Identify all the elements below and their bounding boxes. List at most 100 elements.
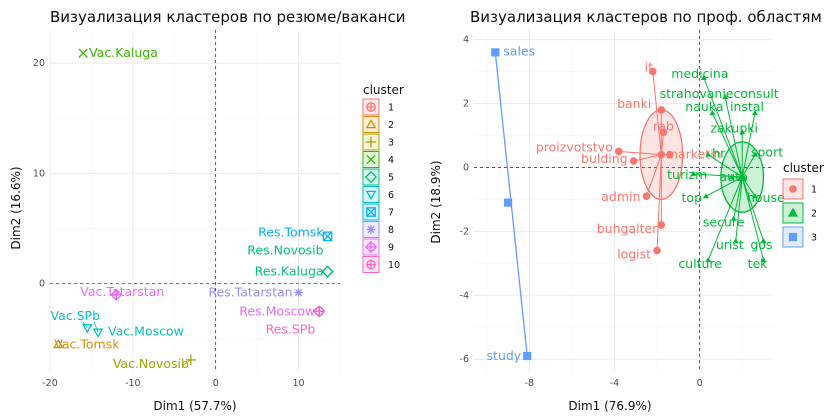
y-tick-label: 10 <box>33 168 45 179</box>
point-label: hr <box>712 146 726 161</box>
label-connector <box>182 359 192 366</box>
right-chart-ticks: -8 -4 0 -6 -4 -2 0 2 4 <box>460 35 703 389</box>
legend-label: 10 <box>388 260 400 271</box>
point-label: house <box>747 190 785 205</box>
legend-label: 4 <box>388 155 394 166</box>
point-label: strahovanieconsult <box>660 86 779 101</box>
legend-label: 3 <box>388 138 394 149</box>
legend-marker <box>787 207 799 217</box>
point-label: Res.Tomsk <box>258 224 324 239</box>
point-label: gos <box>750 237 772 252</box>
legend-label: 3 <box>811 233 817 244</box>
centroid-link <box>741 176 764 242</box>
centroid-link <box>741 176 764 261</box>
point-marker <box>642 192 651 201</box>
point-marker <box>649 67 657 76</box>
point-marker <box>321 265 334 278</box>
y-tick-label: -2 <box>460 226 469 237</box>
left-chart-legend: cluster 1 2 3 4 5 6 7 8 9 10 <box>362 83 404 273</box>
right-chart: Визуализация кластеров по проф. областям… <box>429 8 824 413</box>
point-marker <box>657 221 666 229</box>
centroid-link <box>618 150 662 156</box>
legend-marker-cross <box>365 241 377 253</box>
left-chart-y-label: Dim2 (16.6%) <box>9 166 23 249</box>
label-connector <box>82 322 88 329</box>
point-marker <box>294 288 303 297</box>
legend-marker <box>365 190 377 201</box>
point-marker <box>666 150 674 159</box>
point-marker-cross <box>315 307 324 316</box>
legend-marker-cross <box>366 260 376 269</box>
point-marker <box>657 106 666 114</box>
x-tick-label: -10 <box>125 378 141 389</box>
x-tick-label: 0 <box>697 378 703 389</box>
point-marker <box>653 246 661 255</box>
point-marker <box>732 237 739 243</box>
point-marker-cross <box>322 231 333 241</box>
point-marker <box>728 174 735 180</box>
centroid-link <box>741 154 756 178</box>
point-label: Vac.Novosib <box>113 356 189 371</box>
centroid-marker <box>737 171 748 181</box>
point-marker <box>760 237 767 243</box>
centroid-link <box>693 173 743 178</box>
centroid-link <box>733 176 743 219</box>
y-tick-label: -6 <box>460 354 469 365</box>
left-chart-points: Vac.Kaluga Res.Tomsk Res.Novosib Res.Kaluga… <box>51 45 334 371</box>
point-marker-cross <box>111 289 122 300</box>
point-marker <box>751 193 758 199</box>
legend-key <box>362 186 380 203</box>
point-marker <box>659 128 668 137</box>
point-label: instal <box>730 99 764 114</box>
legend-label: 1 <box>811 185 817 196</box>
right-chart-legend: cluster 1 2 3 <box>782 161 824 248</box>
right-chart-grid <box>474 30 772 372</box>
point-label: banki <box>617 96 651 111</box>
point-label: medicina <box>671 66 728 81</box>
point-label: proizvotstvo <box>536 139 613 154</box>
point-marker <box>491 48 500 57</box>
plot-background <box>50 30 340 372</box>
point-label: urist <box>716 237 744 252</box>
legend-marker <box>365 136 377 148</box>
legend-marker-cross <box>366 102 376 112</box>
point-label: Vac.Moscow <box>108 323 184 338</box>
point-label: top <box>682 190 703 205</box>
point-marker <box>709 110 716 116</box>
point-label: Res.Moscow <box>239 303 315 318</box>
right-legend-title: cluster <box>783 161 824 175</box>
legend-label: 8 <box>388 225 394 236</box>
point-label: logist <box>617 247 651 262</box>
point-marker <box>751 110 758 116</box>
legend-label: 2 <box>388 120 394 131</box>
x-tick-label: 0 <box>213 378 219 389</box>
centroid-link <box>645 154 662 197</box>
centroid-link <box>652 71 662 155</box>
legend-key <box>362 168 380 186</box>
right-chart-title: Визуализация кластеров по проф. областям <box>470 8 822 26</box>
point-label: it <box>645 60 653 75</box>
x-tick-label: -4 <box>610 378 619 389</box>
point-marker <box>703 193 710 199</box>
point-marker <box>730 215 737 221</box>
point-marker <box>751 151 758 157</box>
point-label: buhgalter <box>597 221 658 236</box>
legend-marker <box>366 154 376 165</box>
centroid-link <box>724 97 743 178</box>
y-tick-label: -4 <box>460 290 469 301</box>
legend-key <box>362 116 380 133</box>
point-label: turizm <box>667 167 707 182</box>
point-marker <box>614 147 623 156</box>
point-marker <box>700 74 707 80</box>
right-chart-x-label: Dim1 (76.9%) <box>568 399 651 413</box>
point-marker <box>629 157 638 165</box>
point-label: Vac.SPb <box>51 308 101 323</box>
legend-marker <box>788 232 798 242</box>
left-chart-grid <box>49 30 341 372</box>
point-marker <box>52 338 64 349</box>
centroid-link <box>633 154 662 162</box>
y-tick-label: 20 <box>33 58 45 69</box>
point-label: Res.Kaluga <box>255 264 324 279</box>
